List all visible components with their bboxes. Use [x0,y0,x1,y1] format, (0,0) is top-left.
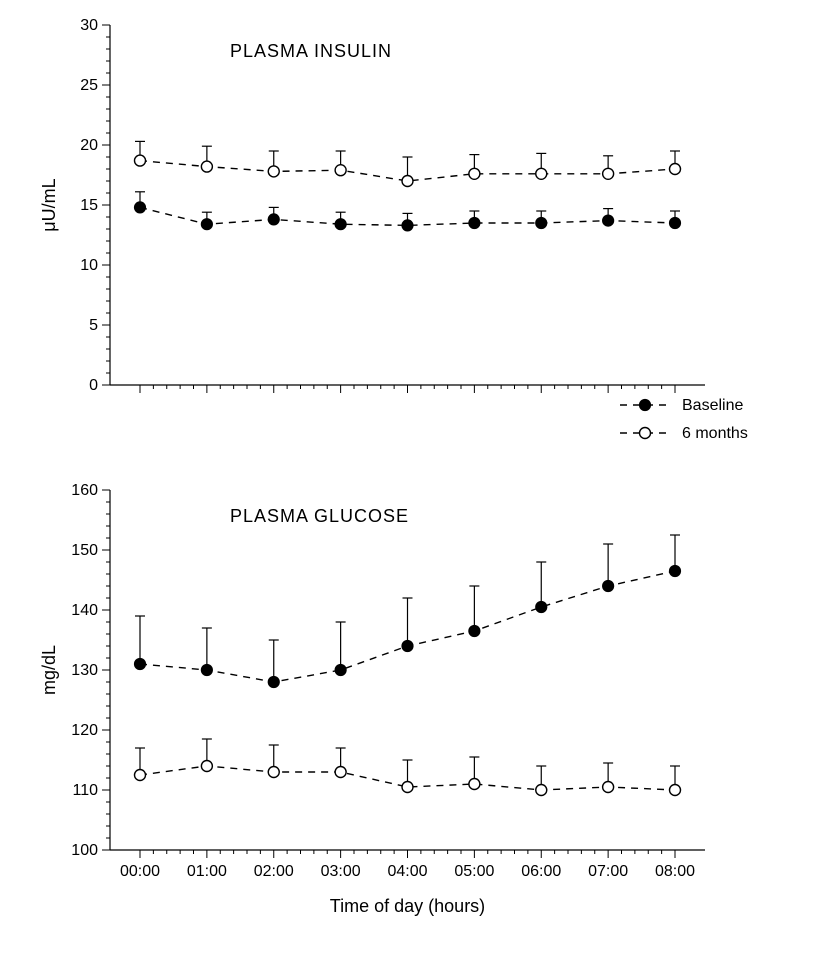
glucose-six_months-marker [335,767,346,778]
x-tick-label: 06:00 [521,863,561,880]
glucose-six_months-marker [135,770,146,781]
y-tick-label: 25 [80,77,98,94]
insulin-six_months-marker [670,164,681,175]
glucose-six_months-marker [201,761,212,772]
glucose-six_months-marker [402,782,413,793]
y-tick-label: 5 [89,317,98,334]
insulin-six_months-marker [402,176,413,187]
x-tick-label: 08:00 [655,863,695,880]
glucose-baseline-marker [536,602,547,613]
legend-marker-filled-icon [640,400,651,411]
insulin-baseline-marker [201,219,212,230]
x-tick-label: 05:00 [454,863,494,880]
insulin-baseline-marker [335,219,346,230]
x-tick-label: 03:00 [321,863,361,880]
y-tick-label: 150 [71,542,98,559]
glucose-six_months-marker [603,782,614,793]
glucose-baseline-marker [201,665,212,676]
y-tick-label: 10 [80,257,98,274]
x-tick-label: 00:00 [120,863,160,880]
figure-svg: 0 5 10 15 20 25 30 PLASMA INSULIN μU/mL 100 110 120… [0,0,822,949]
glucose-baseline-marker [402,641,413,652]
glucose-baseline-marker [603,581,614,592]
legend-label: Baseline [682,397,743,414]
insulin-baseline-marker [402,220,413,231]
glucose-baseline-marker [335,665,346,676]
insulin-baseline-marker [135,202,146,213]
insulin-panel: 0 5 10 15 20 25 30 PLASMA INSULIN μU/mL [39,17,705,394]
insulin-six_months-marker [469,168,480,179]
glucose-title: PLASMA GLUCOSE [230,506,409,526]
glucose-six_months-marker [670,785,681,796]
insulin-baseline-marker [603,215,614,226]
insulin-six_months-marker [603,168,614,179]
y-tick-label: 100 [71,842,98,859]
insulin-ylabel: μU/mL [39,178,59,231]
glucose-ylabel: mg/dL [39,645,59,695]
glucose-baseline-marker [268,677,279,688]
x-tick-label: 02:00 [254,863,294,880]
y-tick-label: 130 [71,662,98,679]
x-tick-label: 01:00 [187,863,227,880]
x-axis-title: Time of day (hours) [330,896,485,916]
glucose-six_months-marker [469,779,480,790]
insulin-six_months-marker [135,155,146,166]
x-tick-label: 04:00 [387,863,427,880]
insulin-six_months-marker [536,168,547,179]
y-tick-label: 20 [80,137,98,154]
y-tick-label: 0 [89,377,98,394]
y-tick-label: 140 [71,602,98,619]
y-tick-label: 110 [72,782,98,799]
insulin-six_months-marker [335,165,346,176]
insulin-six_months-marker [201,161,212,172]
glucose-panel: 100 110 120 130 140 150 160 00:00 01:00 02:00 03:0… [39,482,705,880]
insulin-title: PLASMA INSULIN [230,41,392,61]
y-tick-label: 120 [71,722,98,739]
insulin-baseline-marker [670,218,681,229]
legend-marker-open-icon [640,428,651,439]
figure-root: 0 5 10 15 20 25 30 PLASMA INSULIN μU/mL 100 110 120… [0,0,822,949]
y-tick-label: 30 [80,17,98,34]
insulin-six_months-marker [268,166,279,177]
insulin-baseline-marker [268,214,279,225]
y-tick-label: 15 [80,197,98,214]
legend: Baseline 6 months [620,397,748,442]
glucose-baseline-marker [670,566,681,577]
glucose-six_months-marker [536,785,547,796]
legend-label: 6 months [682,425,748,442]
glucose-six_months-marker [268,767,279,778]
glucose-baseline-marker [135,659,146,670]
glucose-baseline-marker [469,626,480,637]
insulin-baseline-marker [536,218,547,229]
y-tick-label: 160 [71,482,98,499]
x-tick-label: 07:00 [588,863,628,880]
insulin-baseline-marker [469,218,480,229]
